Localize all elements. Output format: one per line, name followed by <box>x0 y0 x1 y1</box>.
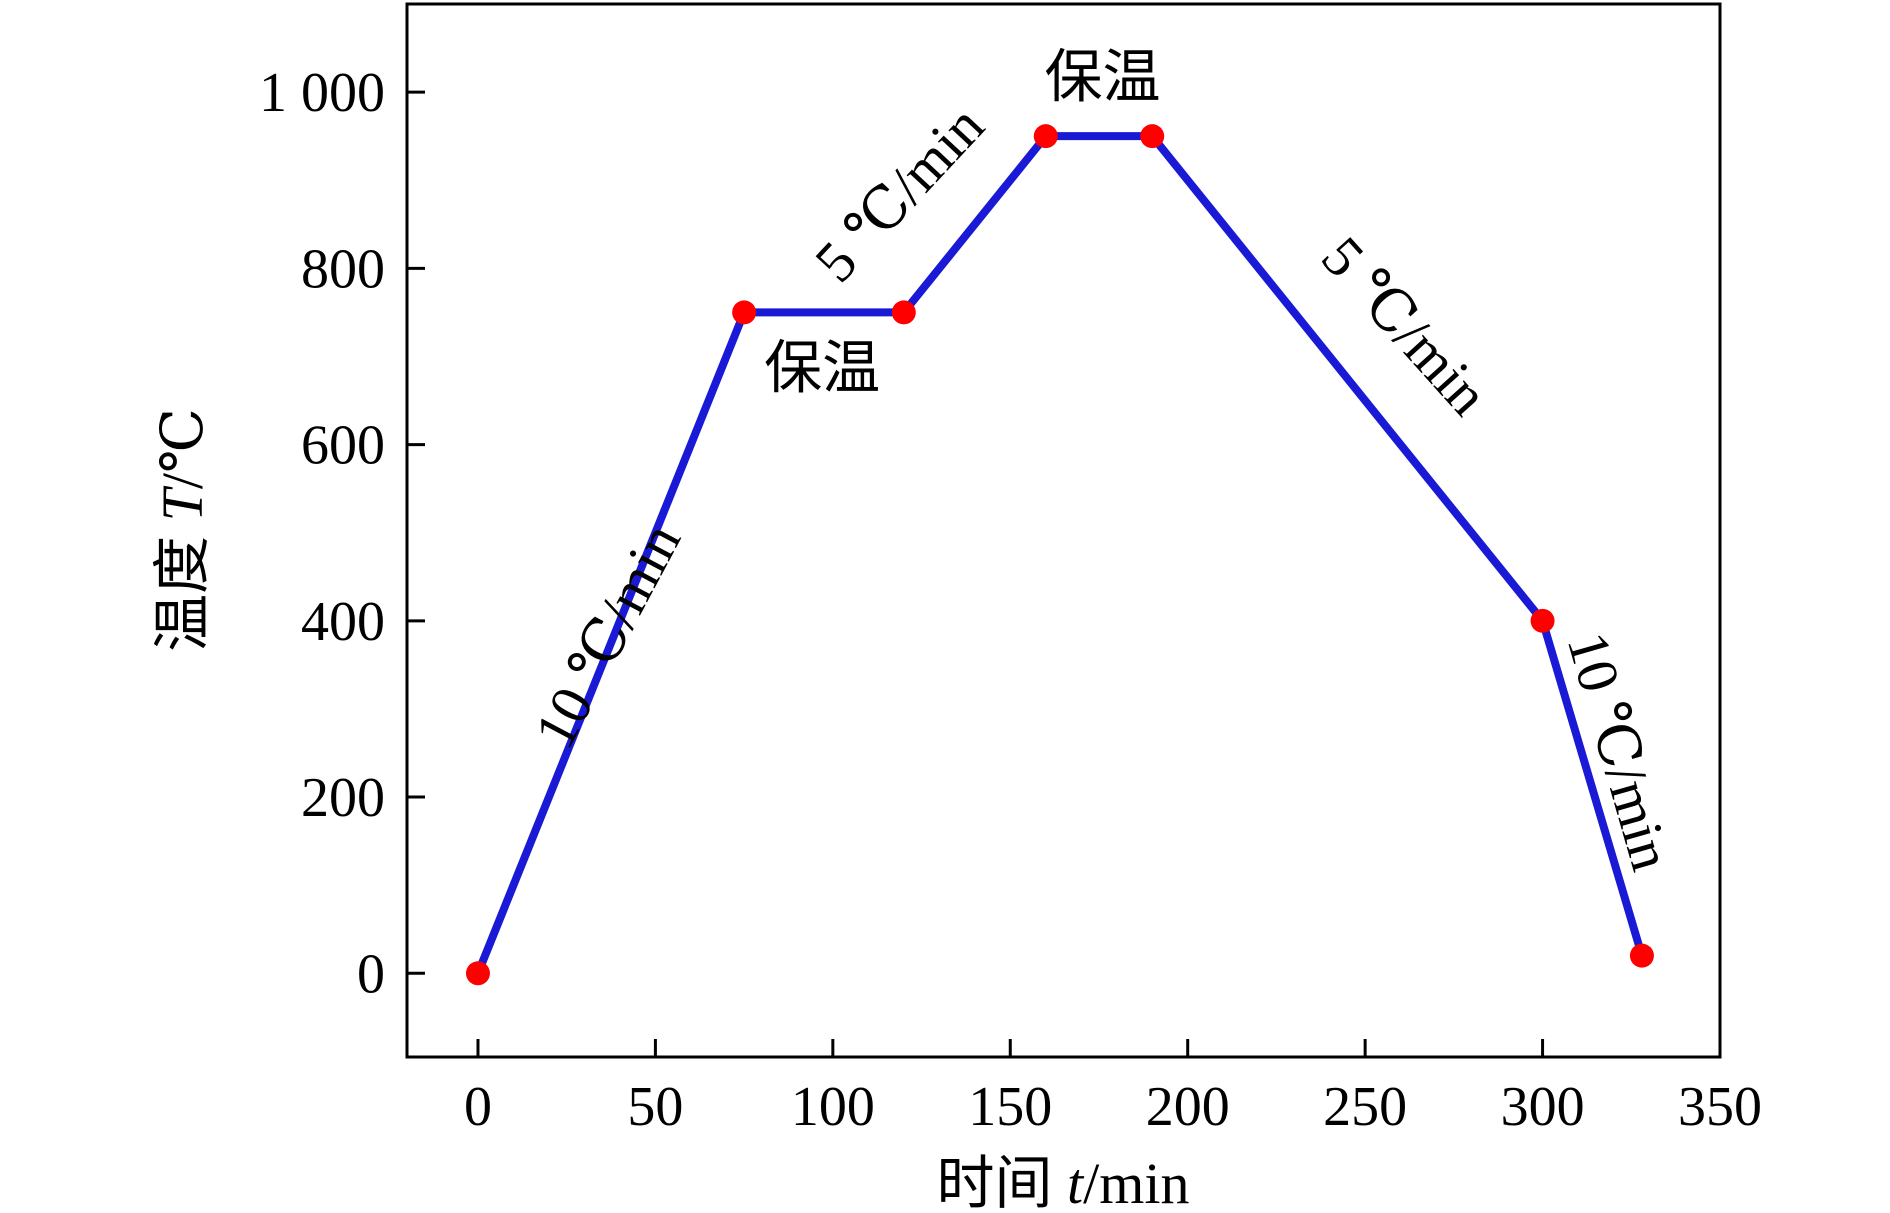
x-axis-title-variable: t <box>1067 1151 1085 1213</box>
series-line-segment <box>899 132 1050 317</box>
data-point <box>465 961 490 986</box>
data-point <box>732 300 757 325</box>
x-tick-label: 50 <box>627 1076 683 1138</box>
annotation-label: 10 ℃/min <box>521 513 693 759</box>
annotation-label: 5 ℃/min <box>802 93 996 294</box>
x-tick-label: 0 <box>464 1076 492 1138</box>
y-tick-label: 1 000 <box>259 62 385 124</box>
series-line-segment <box>1148 132 1547 625</box>
series-group <box>465 124 1654 986</box>
y-axis-title-variable: T <box>150 485 215 521</box>
series-line-segment <box>1538 616 1646 960</box>
x-tick-label: 350 <box>1678 1076 1762 1138</box>
annotation-label: 保温 <box>1045 45 1161 110</box>
y-tick-label: 0 <box>357 943 385 1005</box>
y-axis-ticks: 0 200 400 600 800 1 000 <box>259 62 425 1005</box>
y-tick-label: 400 <box>301 591 385 653</box>
y-tick-label: 200 <box>301 767 385 829</box>
x-axis-title-unit: /min <box>1083 1151 1189 1213</box>
x-axis-title-prefix: 时间 <box>937 1151 1068 1213</box>
x-tick-label: 250 <box>1323 1076 1407 1138</box>
series-line-segment <box>473 308 749 978</box>
y-axis-title-unit: /℃ <box>150 408 215 489</box>
data-point <box>1530 608 1555 633</box>
x-tick-label: 300 <box>1501 1076 1585 1138</box>
data-point <box>1033 124 1058 149</box>
data-point <box>1140 124 1165 149</box>
x-tick-label: 150 <box>968 1076 1052 1138</box>
y-axis-title-prefix: 温度 <box>150 521 215 652</box>
annotation-label: 10 ℃/min <box>1555 625 1685 877</box>
x-axis-ticks: 0 50 100 150 200 250 300 350 <box>464 1039 1762 1138</box>
x-tick-label: 100 <box>791 1076 875 1138</box>
annotations-group: 10 ℃/min 保温 5 ℃/min 保温 5 ℃/min 10 ℃/min <box>521 45 1684 878</box>
x-tick-label: 200 <box>1146 1076 1230 1138</box>
y-tick-label: 600 <box>301 415 385 477</box>
y-tick-label: 800 <box>301 238 385 300</box>
annotation-label: 5 ℃/min <box>1309 224 1501 427</box>
plot-frame <box>405 2 1722 1059</box>
y-axis-title: 温度 T/℃ <box>150 408 215 652</box>
data-point <box>1629 943 1654 968</box>
data-point <box>891 300 916 325</box>
x-axis-title: 时间 t/min <box>937 1151 1190 1213</box>
annotation-label: 保温 <box>764 335 880 400</box>
